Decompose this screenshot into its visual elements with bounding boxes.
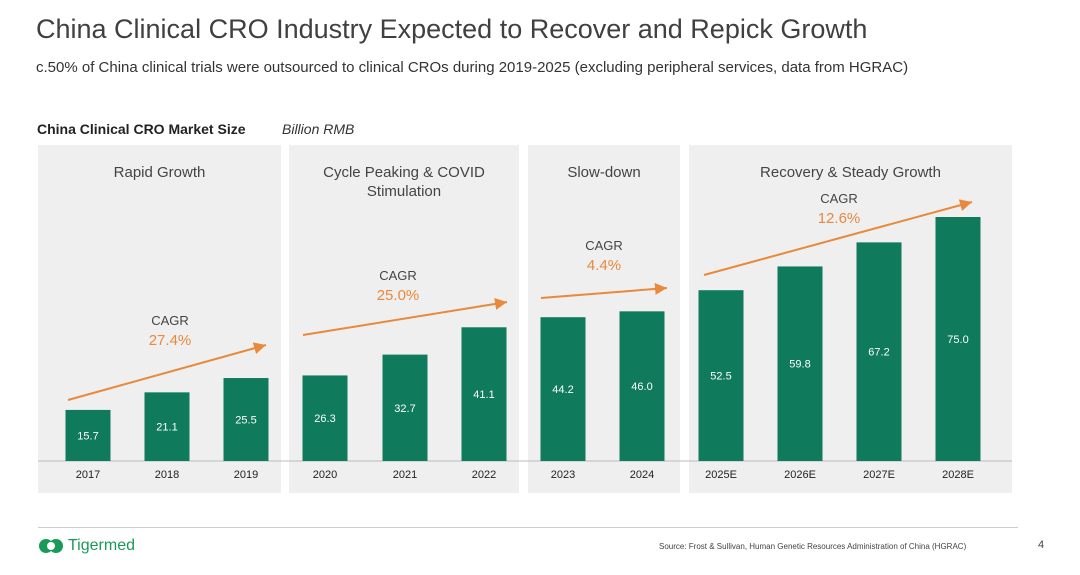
logo-text: Tigermed [68,537,135,554]
data-label: 67.2 [868,347,889,359]
cagr-value: 12.6% [818,210,861,227]
cagr-value: 4.4% [587,257,621,274]
bar [223,378,269,461]
chart-unit: Billion RMB [282,121,355,137]
bar [461,327,507,461]
data-label: 52.5 [710,371,731,383]
cagr-arrow [540,282,668,299]
source-note: Source: Frost & Sullivan, Human Genetic … [659,542,967,551]
bar [935,217,981,461]
data-label: 44.2 [552,384,573,396]
x-tick-label: 2019 [234,469,258,481]
cagr-value: 25.0% [377,287,420,304]
bar [65,409,111,461]
x-tick-label: 2017 [76,469,100,481]
data-label: 75.0 [947,334,968,346]
data-label: 46.0 [631,381,652,393]
cagr-arrow [67,342,267,401]
x-tick-label: 2028E [942,469,974,481]
data-label: 21.1 [156,422,177,434]
phase-label: Cycle Peaking & COVID Stimulation [323,164,485,200]
x-tick-label: 2027E [863,469,895,481]
bar [302,375,348,461]
cagr-value: 27.4% [149,332,192,349]
cagr-label: CAGR [820,191,858,206]
tigermed-logo: Tigermed [38,537,135,555]
x-tick-label: 2018 [155,469,179,481]
x-tick-label: 2026E [784,469,816,481]
x-tick-label: 2023 [551,469,575,481]
cagr-label: CAGR [585,238,623,253]
chart-title: China Clinical CRO Market Size [37,121,246,137]
x-tick-label: 2021 [393,469,417,481]
bar [856,242,902,461]
x-tick-label: 2022 [472,469,496,481]
cagr-arrow [703,199,973,276]
data-label: 26.3 [314,413,335,425]
x-tick-label: 2024 [630,469,654,481]
market-size-chart: Rapid Growth CAGR 27.4% Cycle Peaking & COV… [38,145,1012,493]
x-tick-label: 2025E [705,469,737,481]
data-label: 15.7 [77,430,98,442]
data-label: 25.5 [235,415,256,427]
cagr-label: CAGR [151,313,189,328]
cagr-arrow [302,297,508,336]
bar [619,311,665,461]
data-label: 41.1 [473,389,494,401]
page-subtitle: c.50% of China clinical trials were outs… [36,59,909,76]
data-label: 32.7 [394,403,415,415]
data-label: 59.8 [789,359,810,371]
bar [777,266,823,461]
cagr-label: CAGR [379,268,417,283]
x-tick-label: 2020 [313,469,337,481]
phase-label: Rapid Growth [114,164,206,181]
bar [698,290,744,461]
phase-label: Slow-down [567,164,640,181]
bar [144,392,190,461]
bar [540,317,586,461]
page-number: 4 [1038,539,1045,551]
logo-icon [39,539,63,553]
footer-divider [38,527,1018,528]
phase-label: Recovery & Steady Growth [760,164,941,181]
page-title: China Clinical CRO Industry Expected to … [36,14,868,44]
bar [382,354,428,461]
